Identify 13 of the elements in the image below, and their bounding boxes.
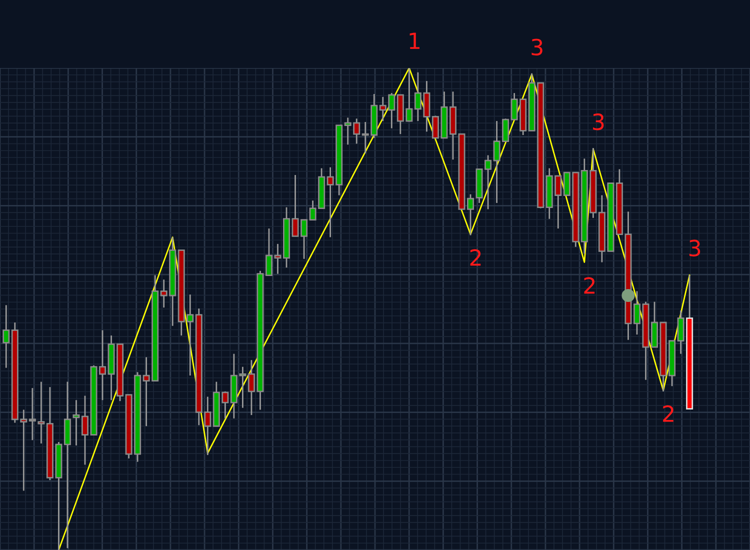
annotation: 2 (663, 405, 674, 422)
candlestick (2, 304, 10, 368)
candlestick (81, 395, 88, 466)
text: 1 (410, 32, 420, 49)
text: 3 (532, 38, 542, 56)
candlestick (467, 194, 474, 236)
annotation: 3 (593, 113, 604, 130)
annotation: 3 (689, 240, 700, 256)
candlestick (72, 399, 80, 446)
annotation: 2 (584, 277, 595, 294)
annotation: 2 (470, 249, 481, 266)
candlestick (677, 310, 684, 355)
candlestick (99, 330, 106, 401)
